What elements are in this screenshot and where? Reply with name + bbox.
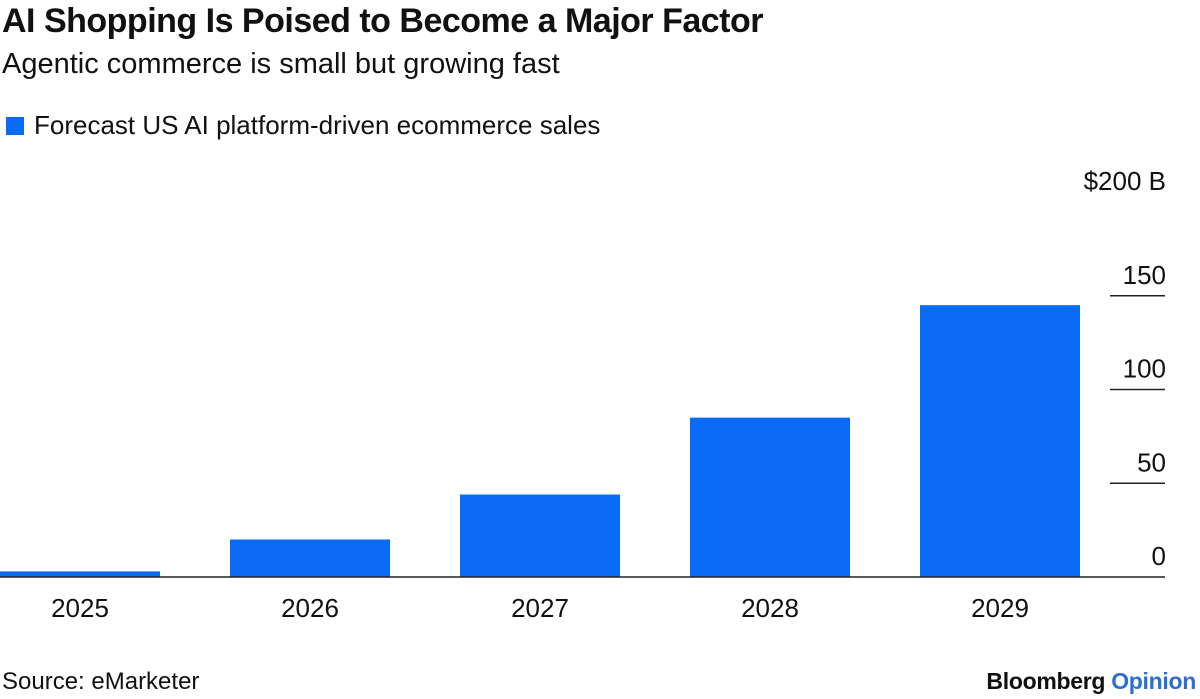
y-tick-label-200: $200 B (1084, 166, 1166, 196)
chart-title: AI Shopping Is Poised to Become a Major … (2, 2, 764, 40)
legend-label: Forecast US AI platform-driven ecommerce… (34, 110, 601, 140)
y-tick-label-50: 50 (1137, 447, 1166, 477)
x-tick-label-2025: 2025 (51, 593, 109, 623)
y-tick-label-0: 0 (1152, 541, 1166, 571)
brand-logo: Bloomberg Opinion (986, 668, 1196, 695)
bar-2029 (920, 305, 1080, 577)
y-tick-label-100: 100 (1123, 354, 1166, 384)
y-tick-label-150: 150 (1123, 260, 1166, 290)
legend-swatch (6, 116, 24, 135)
x-tick-label-2026: 2026 (281, 593, 339, 623)
brand-name: Bloomberg (986, 668, 1106, 694)
chart-subtitle: Agentic commerce is small but growing fa… (2, 48, 560, 80)
bar-2026 (230, 539, 390, 577)
bar-2025 (0, 571, 160, 577)
x-tick-label-2028: 2028 (741, 593, 799, 623)
brand-accent: Opinion (1111, 668, 1196, 694)
bar-2028 (690, 417, 850, 577)
bar-chart: 0 50 100 150 $200 B 2025 2026 2027 2028 2029 (0, 166, 1166, 623)
source-note: Source: eMarketer (2, 668, 200, 695)
x-tick-label-2027: 2027 (511, 593, 569, 623)
bar-2027 (460, 494, 620, 577)
legend: Forecast US AI platform-driven ecommerce… (6, 110, 600, 141)
x-tick-label-2029: 2029 (971, 593, 1029, 623)
